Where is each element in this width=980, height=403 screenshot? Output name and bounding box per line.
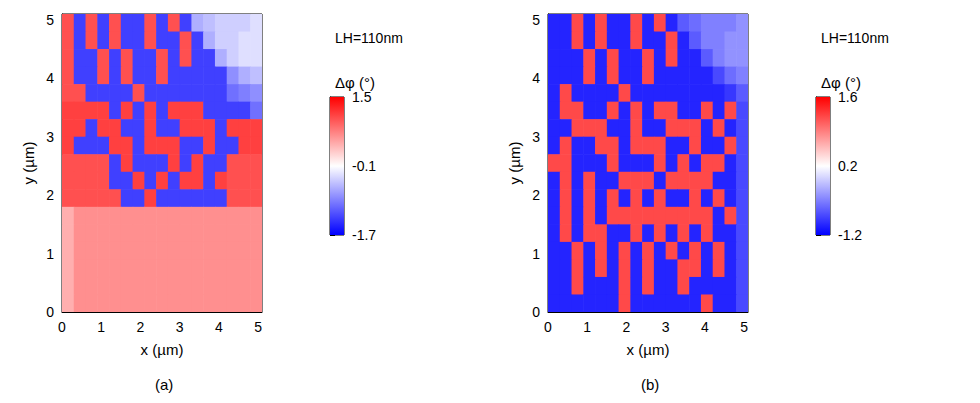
svg-text:LH=110nm: LH=110nm bbox=[335, 30, 403, 46]
svg-text:0: 0 bbox=[532, 304, 540, 320]
svg-text:Δφ (°): Δφ (°) bbox=[821, 74, 861, 91]
svg-text:(b): (b) bbox=[641, 376, 659, 393]
svg-text:0.2: 0.2 bbox=[838, 158, 858, 174]
svg-text:1: 1 bbox=[532, 246, 540, 262]
svg-text:2: 2 bbox=[532, 187, 540, 203]
svg-text:3: 3 bbox=[532, 129, 540, 145]
svg-text:x (µm): x (µm) bbox=[627, 341, 670, 358]
svg-text:5: 5 bbox=[254, 319, 262, 335]
svg-text:0: 0 bbox=[544, 319, 552, 335]
svg-text:4: 4 bbox=[46, 70, 54, 86]
svg-text:1: 1 bbox=[583, 319, 591, 335]
svg-text:y (µm): y (µm) bbox=[20, 142, 37, 185]
svg-text:Δφ (°): Δφ (°) bbox=[335, 74, 375, 91]
svg-text:0: 0 bbox=[46, 304, 54, 320]
svg-text:5: 5 bbox=[46, 12, 54, 28]
svg-text:1: 1 bbox=[97, 319, 105, 335]
svg-text:0: 0 bbox=[58, 319, 66, 335]
svg-text:4: 4 bbox=[215, 319, 223, 335]
svg-text:2: 2 bbox=[46, 187, 54, 203]
svg-text:-1.7: -1.7 bbox=[352, 227, 376, 243]
svg-text:2: 2 bbox=[623, 319, 631, 335]
svg-text:3: 3 bbox=[176, 319, 184, 335]
svg-text:5: 5 bbox=[740, 319, 748, 335]
svg-text:1.5: 1.5 bbox=[352, 89, 372, 105]
svg-text:1: 1 bbox=[46, 246, 54, 262]
svg-text:1.6: 1.6 bbox=[838, 89, 858, 105]
svg-text:-1.2: -1.2 bbox=[838, 227, 862, 243]
svg-text:4: 4 bbox=[701, 319, 709, 335]
svg-text:2: 2 bbox=[137, 319, 145, 335]
svg-text:y (µm): y (µm) bbox=[506, 142, 523, 185]
svg-text:3: 3 bbox=[46, 129, 54, 145]
svg-text:4: 4 bbox=[532, 70, 540, 86]
svg-text:x (µm): x (µm) bbox=[141, 341, 184, 358]
svg-text:5: 5 bbox=[532, 12, 540, 28]
svg-text:(a): (a) bbox=[155, 376, 173, 393]
svg-text:-0.1: -0.1 bbox=[352, 158, 376, 174]
svg-text:3: 3 bbox=[662, 319, 670, 335]
svg-text:LH=110nm: LH=110nm bbox=[821, 30, 889, 46]
